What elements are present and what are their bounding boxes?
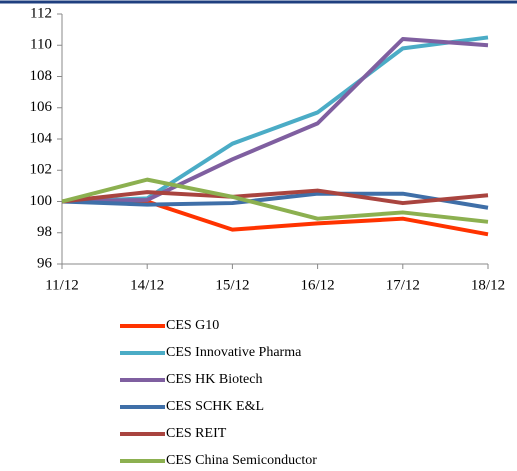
legend-label: CES SCHK E&L <box>166 399 264 414</box>
y-tick-label: 112 <box>30 5 52 21</box>
series-line <box>61 188 489 206</box>
legend-label: CES G10 <box>166 318 219 333</box>
x-tick-label: 11/12 <box>45 277 79 293</box>
series-line <box>61 35 489 204</box>
y-tick-label: 110 <box>30 37 52 53</box>
series-line <box>61 191 489 210</box>
x-tick-label: 16/12 <box>301 277 335 293</box>
legend-label: CES China Semiconductor <box>166 453 317 466</box>
legend-label: CES Innovative Pharma <box>166 345 302 360</box>
x-tick-label: 17/12 <box>386 277 420 293</box>
x-tick-label: 15/12 <box>215 277 249 293</box>
y-tick-label: 96 <box>37 255 53 271</box>
x-tick-label: 14/12 <box>130 277 164 293</box>
y-tick-label: 104 <box>30 130 53 146</box>
y-tick-label: 98 <box>37 224 52 240</box>
y-tick-label: 102 <box>30 162 53 178</box>
x-tick-label: 18/12 <box>471 277 505 293</box>
y-tick-label: 100 <box>30 193 53 209</box>
y-tick-label: 108 <box>30 68 53 84</box>
legend-label: CES REIT <box>166 426 227 441</box>
y-tick-label: 106 <box>30 99 53 115</box>
series-line <box>61 177 489 224</box>
legend-label: CES HK Biotech <box>166 372 262 387</box>
series-line <box>61 37 489 204</box>
